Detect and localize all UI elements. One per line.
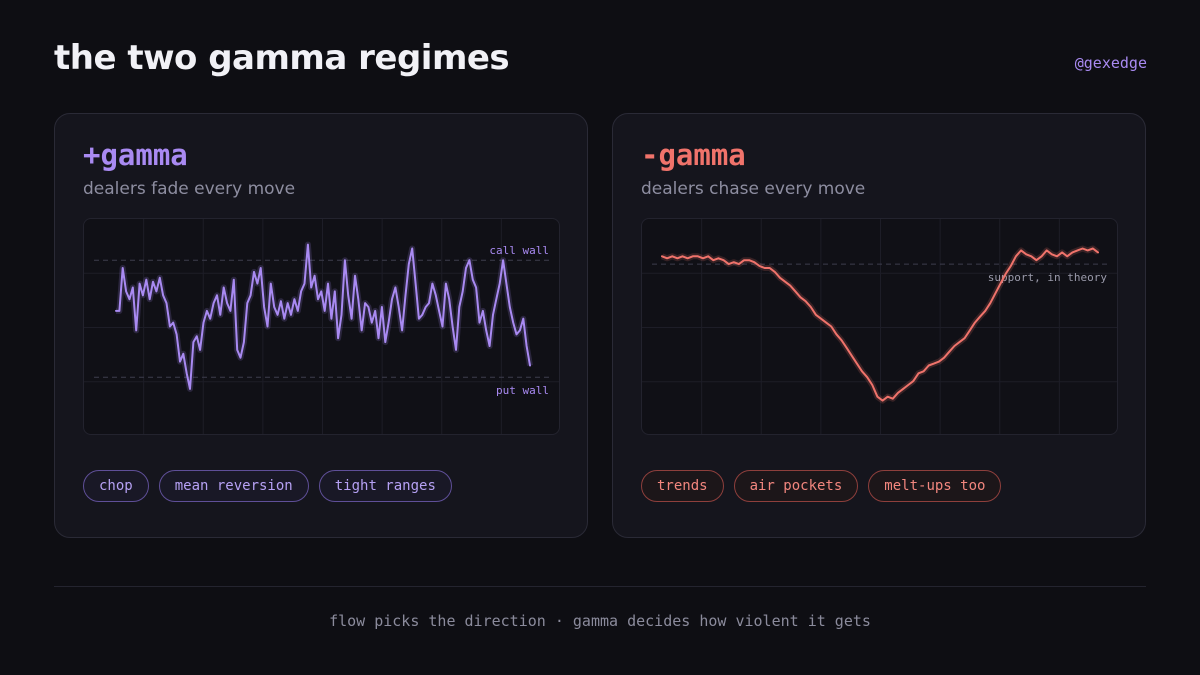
tag-mean-reversion: mean reversion (158, 470, 309, 502)
tag-trends: trends (641, 470, 724, 502)
tag-row: trends air pockets melt-ups too (641, 470, 1002, 502)
reference-line-label: call wall (489, 244, 549, 257)
negative-gamma-chart: support, in theory (641, 218, 1118, 435)
author-handle: @gexedge (1074, 54, 1147, 72)
tag-melt-ups-too: melt-ups too (868, 470, 1002, 502)
page-title: the two gamma regimes (54, 38, 510, 78)
chart-grid (84, 219, 559, 434)
tag-air-pockets: air pockets (733, 470, 859, 502)
positive-gamma-card: +gamma dealers fade every move call wall… (54, 113, 588, 538)
reference-line-label: put wall (496, 384, 549, 397)
footer-caption: flow picks the direction · gamma decides… (329, 612, 871, 630)
tag-chop: chop (83, 470, 149, 502)
divider (54, 586, 1146, 587)
card-subtitle: dealers chase every move (641, 179, 866, 199)
card-subtitle: dealers fade every move (83, 179, 296, 199)
card-title: +gamma (83, 138, 188, 172)
chart-svg: call wall put wall (84, 219, 559, 434)
series-line (115, 243, 531, 390)
positive-gamma-chart: call wall put wall (83, 218, 560, 435)
card-title: -gamma (641, 138, 746, 172)
chart-svg: support, in theory (642, 219, 1117, 434)
tag-tight-ranges: tight ranges (318, 470, 452, 502)
negative-gamma-card: -gamma dealers chase every move support,… (612, 113, 1146, 538)
series-line (661, 247, 1099, 402)
reference-line-label: support, in theory (988, 271, 1108, 284)
tag-row: chop mean reversion tight ranges (83, 470, 452, 502)
